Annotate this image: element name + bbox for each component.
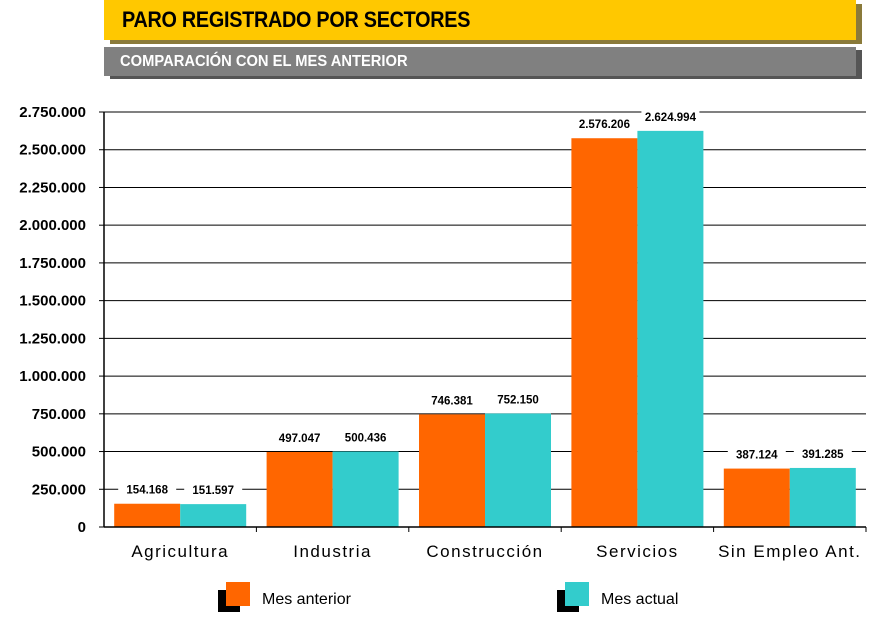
data-label-bg <box>118 482 177 498</box>
y-tick-label: 500.000 <box>32 444 86 461</box>
x-category-label: Servicios <box>596 542 678 561</box>
data-label: 154.168 <box>126 485 168 497</box>
data-label: 391.285 <box>802 449 844 461</box>
data-label-bg <box>423 393 481 409</box>
data-label-bg <box>184 483 243 499</box>
subtitle-bar: COMPARACIÓN CON EL MES ANTERIOR <box>104 47 856 76</box>
y-tick-label: 1.500.000 <box>19 293 86 310</box>
y-tick-label: 250.000 <box>32 481 86 498</box>
data-label-bg <box>270 430 329 446</box>
y-tick-label: 1.750.000 <box>19 255 86 272</box>
x-axis-labels: Agricultura Industria Construcción Servicio… <box>131 542 861 561</box>
y-tick-label: 2.500.000 <box>19 142 86 159</box>
legend-swatch-prev <box>226 582 250 606</box>
y-tick-label: 2.250.000 <box>19 179 86 196</box>
y-tick-label: 2.750.000 <box>19 104 86 121</box>
legend-label-prev: Mes anterior <box>262 591 351 608</box>
value-labels: 154.168 151.597 497.047 500.436 746.381 752.1… <box>118 109 852 499</box>
bar-prev <box>419 414 485 527</box>
data-label: 2.576.206 <box>579 119 630 131</box>
data-label-bg <box>575 117 634 133</box>
data-label-bg <box>727 447 786 463</box>
data-label: 497.047 <box>279 433 321 445</box>
bar-curr <box>180 504 247 527</box>
chart-title: PARO REGISTRADO POR SECTORES <box>122 7 471 32</box>
data-label-bg <box>489 392 547 408</box>
bar-curr <box>637 130 704 527</box>
data-label-bg <box>336 430 395 446</box>
chart-subtitle: COMPARACIÓN CON EL MES ANTERIOR <box>120 53 408 70</box>
y-tick-label: 2.000.000 <box>19 217 86 234</box>
axes <box>103 112 867 532</box>
legend-label-curr: Mes actual <box>601 591 679 608</box>
y-tick-label: 0 <box>78 519 86 536</box>
bar-prev <box>114 503 181 527</box>
x-category-label: Sin Empleo Ant. <box>718 542 861 561</box>
y-tick-label: 1.000.000 <box>19 368 86 385</box>
x-category-label: Industria <box>293 542 372 561</box>
legend-swatch-curr <box>565 582 589 606</box>
y-axis-ticks: 0 250.000 500.000 750.000 1.000.000 1.250.000… <box>19 104 104 536</box>
x-category-label: Construcción <box>426 542 543 561</box>
data-label: 746.381 <box>431 395 473 407</box>
data-label: 387.124 <box>736 450 778 462</box>
data-label-bg <box>641 109 700 125</box>
data-label: 752.150 <box>497 394 539 406</box>
title-bar: PARO REGISTRADO POR SECTORES <box>104 0 856 40</box>
bars <box>114 130 856 527</box>
bar-prev <box>571 138 638 527</box>
bar-curr <box>332 451 399 527</box>
data-label-bg <box>793 446 852 462</box>
y-tick-label: 750.000 <box>32 406 86 423</box>
bar-curr <box>789 467 856 527</box>
y-tick-label: 1.250.000 <box>19 330 86 347</box>
bar-prev <box>723 468 790 527</box>
data-label: 500.436 <box>345 432 387 444</box>
bar-prev <box>266 451 333 527</box>
data-label: 151.597 <box>192 485 234 497</box>
bar-curr <box>485 413 551 527</box>
data-label: 2.624.994 <box>645 112 697 124</box>
x-category-label: Agricultura <box>131 542 229 561</box>
